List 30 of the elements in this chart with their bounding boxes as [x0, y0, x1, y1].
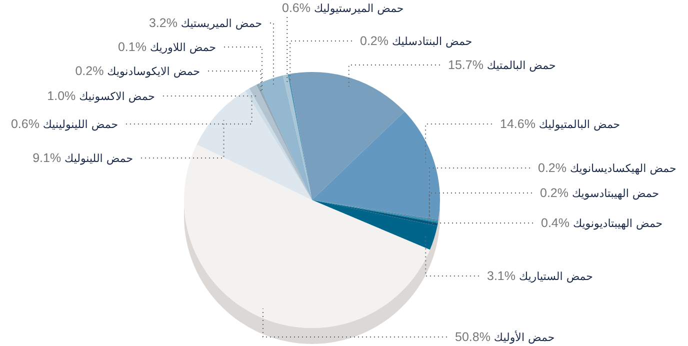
slice-label: حمض اللينولينيك	[42, 118, 118, 131]
data-label: 1.0%	[47, 89, 80, 103]
data-label: 0.6%	[282, 1, 314, 15]
slice-label: حمض الهيكساديسانويك	[570, 162, 676, 175]
slice-label: حمض البالمتيوليك	[538, 118, 620, 131]
data-label: 0.4%	[541, 216, 573, 230]
slice-label: حمض اللينوليك	[64, 152, 133, 165]
data-label: 9.1%	[32, 151, 65, 165]
slice-label: حمض اللاوريك	[150, 41, 216, 54]
data-label: 0.1%	[118, 40, 150, 54]
data-label: 15.7%	[448, 58, 487, 72]
data-label: 3.1%	[487, 269, 519, 283]
slice-label: حمض الميرستيوليك	[314, 2, 404, 15]
data-label: 0.2%	[538, 161, 570, 175]
slice-label: حمض الاكسونيك	[79, 90, 155, 103]
slice-label: حمض الايكوسادنويك	[107, 65, 200, 78]
slice-label: حمض الستياريك	[518, 270, 593, 283]
data-label: 14.6%	[500, 117, 539, 131]
slice-label: حمض الهيبتاديونويك	[572, 217, 663, 230]
slice-label: حمض الأوليك	[494, 331, 555, 344]
slice-label: حمض البالمتيك	[486, 59, 556, 72]
slice-label: حمض الهيبتادسويك	[572, 187, 660, 200]
data-label: 0.2%	[360, 34, 392, 48]
slice-label: حمض البنتادسليك	[392, 35, 472, 48]
slice-label: حمض الميريستيك	[180, 17, 262, 30]
data-label: 50.8%	[455, 330, 494, 344]
data-label: 0.2%	[540, 186, 572, 200]
data-label: 3.2%	[148, 16, 181, 30]
data-label: 0.2%	[75, 64, 108, 78]
data-label: 0.6%	[10, 117, 43, 131]
